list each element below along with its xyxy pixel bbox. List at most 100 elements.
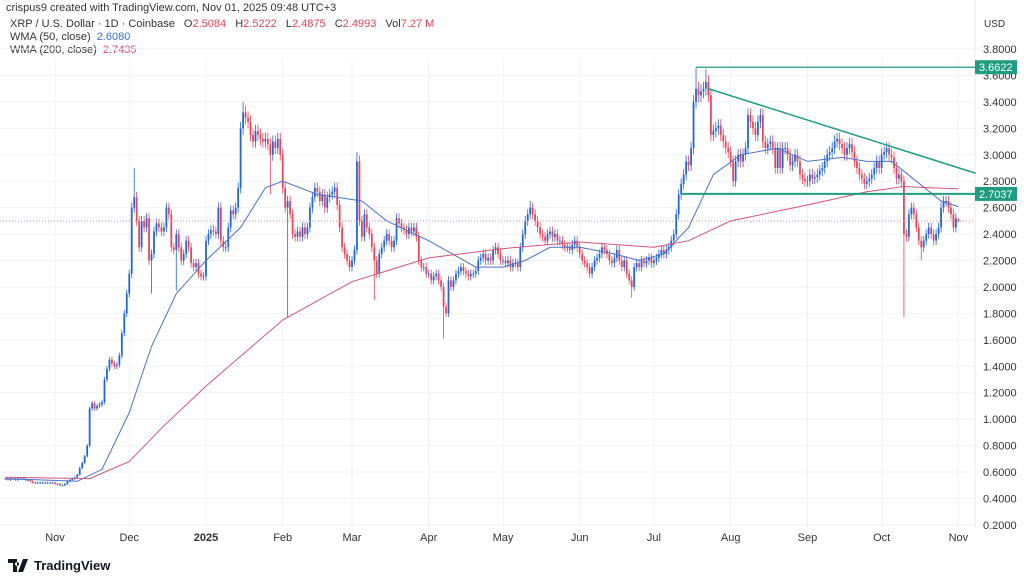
candle-down	[576, 240, 579, 248]
candle-up	[695, 88, 697, 102]
candle-down	[390, 240, 393, 248]
x-tick-label: 2025	[194, 532, 218, 544]
candle-down	[187, 240, 190, 248]
currency-label: USD	[984, 19, 1005, 30]
candle-down	[804, 178, 806, 182]
y-tick-label: 0.4000	[983, 493, 1017, 505]
x-tick-label: Apr	[420, 532, 437, 544]
candle-down	[54, 482, 56, 484]
candle-up	[808, 174, 811, 182]
candle-down	[266, 138, 269, 145]
candle-up	[195, 263, 197, 268]
candle-up	[479, 257, 482, 261]
x-tick-label: Oct	[873, 532, 890, 544]
candle-down	[59, 483, 61, 486]
candle-down	[160, 227, 163, 232]
candle-up	[601, 247, 603, 254]
candle-down	[415, 227, 418, 237]
tradingview-logo[interactable]: TradingView	[8, 558, 110, 573]
candle-up	[455, 273, 457, 281]
candle-down	[541, 234, 544, 237]
candle-up	[910, 207, 913, 215]
candle-down	[499, 253, 502, 261]
low-value: 2.4875	[292, 18, 326, 30]
high-value: 2.5222	[243, 18, 277, 30]
candle-up	[702, 88, 705, 92]
candle-down	[539, 227, 541, 235]
candle-up	[529, 207, 532, 215]
candle-up	[925, 234, 928, 241]
wma200-value: 2.7435	[102, 44, 137, 56]
y-tick-label: 1.0000	[983, 414, 1017, 426]
candle-up	[140, 220, 143, 248]
candle-up	[71, 478, 74, 480]
candle-up	[155, 223, 158, 232]
candle-up	[813, 177, 816, 179]
y-tick-label: 2.8000	[983, 176, 1017, 188]
candle-down	[771, 141, 774, 149]
candle-down	[531, 207, 534, 215]
candle-down	[932, 234, 935, 241]
chart-legend: XRP / U.S. Dollar · 1D · Coinbase O2.508…	[10, 18, 434, 57]
candle-up	[747, 115, 749, 149]
candle-down	[650, 257, 653, 264]
candle-down	[516, 263, 519, 268]
candle-up	[311, 197, 314, 208]
candle-up	[239, 128, 242, 188]
candle-up	[46, 482, 49, 484]
candle-up	[831, 148, 834, 153]
candle-up	[408, 227, 410, 235]
candle-down	[274, 141, 277, 149]
candle-up	[596, 257, 598, 261]
candle-up	[41, 482, 44, 484]
candle-down	[170, 214, 173, 248]
candle-down	[368, 227, 371, 235]
candle-up	[301, 227, 304, 237]
candle-down	[400, 223, 403, 228]
candle-up	[677, 194, 680, 215]
candle-up	[937, 227, 940, 235]
candle-down	[464, 271, 467, 274]
candle-up	[130, 207, 133, 274]
wma200-legend[interactable]: WMA (200, close) 2.7435	[10, 44, 137, 56]
candle-up	[229, 210, 232, 228]
candle-up	[494, 247, 497, 250]
candle-up	[207, 234, 210, 241]
candle-down	[893, 157, 895, 168]
candle-up	[655, 257, 658, 261]
candle-down	[244, 112, 247, 118]
candle-up	[326, 197, 329, 208]
candle-down	[113, 363, 116, 367]
candle-down	[29, 479, 32, 482]
symbol-legend[interactable]: XRP / U.S. Dollar · 1D · Coinbase O2.508…	[10, 18, 435, 30]
candle-up	[81, 462, 84, 469]
candle-up	[202, 276, 205, 278]
candle-up	[645, 260, 648, 264]
candle-up	[868, 178, 871, 182]
candle-down	[289, 201, 292, 215]
candle-up	[120, 333, 123, 356]
y-tick-label: 0.2000	[983, 520, 1017, 532]
wma50-legend[interactable]: WMA (50, close) 2.6080	[10, 31, 131, 43]
candle-down	[905, 234, 908, 237]
trendline	[708, 87, 976, 174]
candle-down	[561, 240, 564, 245]
candle-down	[752, 121, 754, 129]
candle-down	[252, 134, 254, 142]
candle-down	[442, 286, 445, 307]
candle-up	[210, 230, 212, 235]
candle-up	[615, 249, 618, 258]
candle-up	[49, 482, 51, 484]
x-tick-label: May	[493, 532, 514, 544]
candle-down	[917, 227, 920, 241]
candle-down	[249, 121, 252, 135]
wma50-line	[5, 147, 959, 482]
candle-up	[26, 479, 29, 481]
candle-up	[432, 276, 435, 281]
candle-up	[598, 253, 601, 258]
candle-down	[606, 249, 608, 254]
candle-up	[331, 191, 334, 195]
candle-up	[378, 253, 381, 274]
candle-down	[284, 187, 287, 208]
